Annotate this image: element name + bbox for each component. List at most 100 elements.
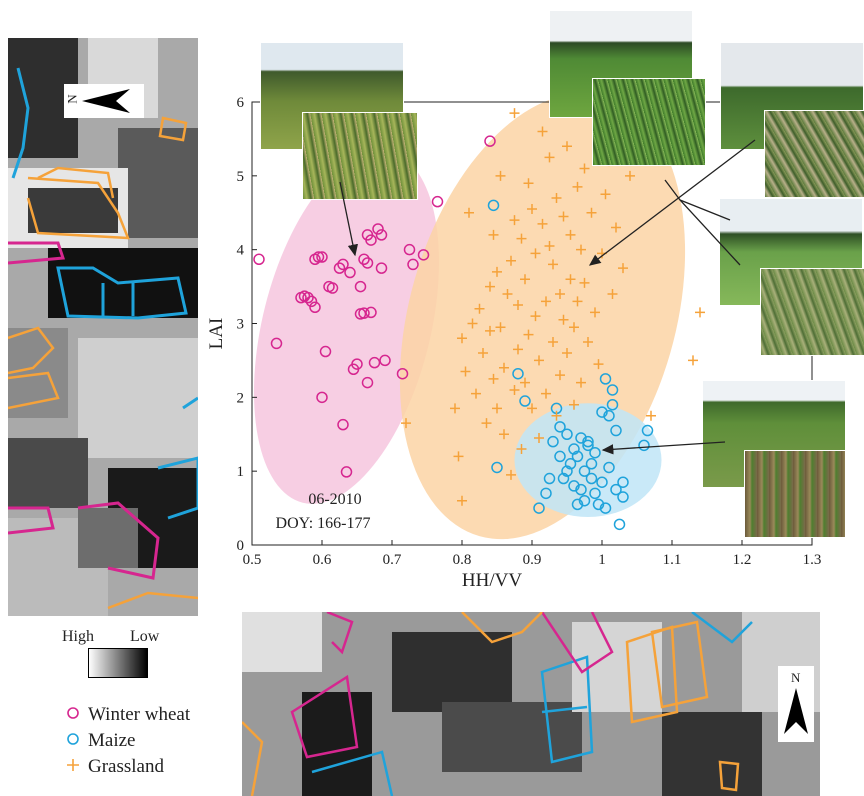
point-grassland [548, 259, 558, 270]
annotation-line-1: 06-2010 [308, 491, 361, 508]
point-grassland [492, 403, 502, 414]
point-grassland [541, 388, 551, 399]
sar-image-left-graphic [8, 38, 198, 616]
point-grassland [569, 322, 579, 333]
point-grassland [530, 248, 541, 259]
legend-marker-winter-wheat [62, 704, 84, 726]
point-grassland [495, 170, 506, 181]
point-maize [585, 472, 598, 485]
point-maize [606, 384, 619, 396]
point-grassland [457, 333, 467, 344]
point-grassland [513, 344, 523, 355]
point-maize [568, 443, 580, 455]
point-maize [610, 483, 622, 496]
scale-high-label: High [62, 628, 94, 645]
point-winter-wheat [302, 291, 314, 304]
photo-grass-closeup [592, 78, 706, 166]
point-winter-wheat [375, 229, 388, 241]
point-grassland [593, 359, 604, 370]
point-grassland [467, 318, 478, 329]
point-grassland [579, 277, 590, 288]
point-winter-wheat [361, 257, 374, 269]
point-maize [533, 502, 545, 514]
point-grassland [530, 311, 541, 322]
point-grassland [502, 288, 513, 299]
point-grassland [544, 240, 555, 251]
point-maize [592, 498, 605, 511]
point-winter-wheat [319, 345, 332, 358]
photo-maize-closeup [744, 450, 846, 538]
y-tick-label: 0 [237, 538, 245, 554]
point-maize [571, 450, 584, 463]
x-tick-label: 0.8 [453, 552, 472, 568]
point-winter-wheat [417, 249, 430, 261]
point-grassland [492, 266, 502, 277]
point-winter-wheat [358, 253, 370, 266]
point-grassland [572, 296, 583, 307]
x-tick-label: 1.3 [803, 552, 822, 568]
point-grassland [537, 126, 548, 137]
point-grassland [488, 373, 499, 384]
point-winter-wheat [351, 358, 363, 370]
point-maize [599, 502, 612, 514]
point-winter-wheat [379, 354, 391, 367]
point-winter-wheat [365, 234, 377, 246]
point-winter-wheat [337, 258, 349, 271]
point-grassland [488, 229, 499, 240]
point-maize [617, 476, 629, 488]
legend-marker-grassland [62, 756, 84, 778]
photo-grass2-closeup [764, 110, 864, 198]
point-maize [582, 435, 594, 448]
point-winter-wheat [358, 307, 370, 319]
point-grassland [509, 215, 520, 226]
point-maize [599, 373, 612, 385]
point-winter-wheat [407, 258, 419, 271]
point-grassland [523, 329, 534, 340]
point-winter-wheat [344, 266, 356, 279]
north-arrow-box-left: N [64, 84, 144, 118]
point-grassland [576, 244, 586, 255]
point-grassland [579, 163, 590, 174]
point-maize [596, 406, 608, 418]
point-grassland [646, 410, 656, 421]
point-winter-wheat [354, 280, 367, 293]
point-winter-wheat [253, 253, 265, 266]
y-tick-label: 2 [237, 390, 245, 406]
point-grassland [481, 418, 492, 429]
point-grassland [457, 495, 467, 506]
legend-item-grassland: Grassland [62, 756, 164, 778]
legend-item-maize: Maize [62, 730, 135, 752]
point-winter-wheat [270, 337, 283, 350]
point-grassland [506, 255, 516, 266]
x-tick-label: 1.2 [733, 552, 752, 568]
point-winter-wheat [316, 391, 328, 404]
point-maize [512, 367, 524, 380]
point-grassland [513, 300, 523, 311]
photo-grass3-closeup [760, 268, 864, 356]
point-grassland [520, 377, 530, 388]
point-grassland [548, 336, 558, 347]
point-grassland [471, 388, 481, 399]
x-tick-label: 1 [598, 552, 606, 568]
point-grassland [551, 192, 562, 203]
point-maize [578, 465, 591, 477]
point-grassland [527, 204, 537, 215]
legend-item-winter-wheat: Winter wheat [62, 704, 190, 726]
point-winter-wheat [403, 243, 416, 256]
point-grassland [516, 444, 527, 455]
y-tick-label: 5 [237, 169, 245, 185]
point-winter-wheat [484, 135, 496, 147]
point-grassland [555, 288, 565, 299]
point-maize [487, 199, 500, 212]
point-maize [561, 465, 573, 477]
point-winter-wheat [431, 195, 444, 208]
point-maize [578, 494, 591, 507]
point-grassland [474, 303, 485, 314]
point-grassland [562, 348, 572, 359]
legend-marker-maize [62, 730, 84, 752]
point-maize [554, 421, 566, 433]
legend-label-maize: Maize [88, 730, 136, 751]
point-grassland [499, 429, 509, 440]
point-winter-wheat [372, 223, 384, 235]
point-maize [519, 395, 531, 407]
